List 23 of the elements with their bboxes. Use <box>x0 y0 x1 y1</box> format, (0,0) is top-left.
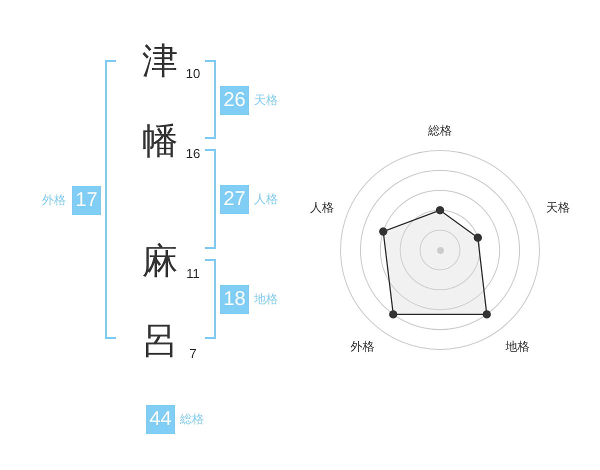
data-label: 18 <box>220 285 249 314</box>
spoke-label: 外格 <box>350 340 374 354</box>
category-label: 津 <box>142 40 178 81</box>
category-label: 地格 <box>254 292 278 306</box>
data-label: 17 <box>72 186 101 215</box>
data-label: 10 <box>186 66 200 81</box>
data-label: 16 <box>186 146 200 161</box>
category-label: 外格 <box>42 193 66 207</box>
category-label: 麻 <box>142 240 178 281</box>
data-label: 7 <box>189 346 197 361</box>
category-label: 幡 <box>142 120 178 161</box>
category-label: 天格 <box>254 93 278 107</box>
data-label: 27 <box>220 185 249 214</box>
spoke-label: 地格 <box>504 340 530 354</box>
spoke-label: 天格 <box>546 200 570 215</box>
spoke-label: 総格 <box>427 124 452 138</box>
data-label: 44 <box>146 405 175 434</box>
data-label: 11 <box>186 266 200 281</box>
data-label: 26 <box>220 86 249 115</box>
category-label: 総格 <box>180 412 204 426</box>
spoke-label: 人格 <box>310 200 334 215</box>
category-label: 人格 <box>254 192 278 206</box>
category-label: 呂 <box>142 320 178 361</box>
